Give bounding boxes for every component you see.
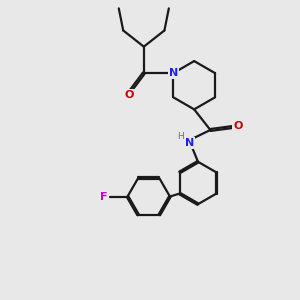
Text: N: N	[185, 138, 194, 148]
Text: O: O	[124, 90, 134, 100]
Text: F: F	[100, 191, 108, 202]
Text: N: N	[169, 68, 178, 78]
Text: H: H	[178, 132, 184, 141]
Text: O: O	[233, 121, 242, 130]
